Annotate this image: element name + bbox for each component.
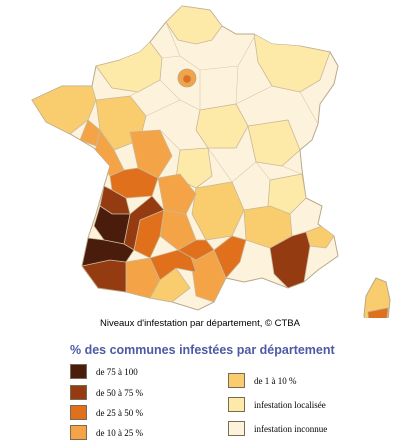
corsica-south bbox=[367, 307, 389, 318]
legend-swatch bbox=[70, 425, 87, 440]
region-var-vhigh bbox=[269, 231, 311, 289]
region-alps-localised bbox=[267, 173, 307, 215]
region-landes-extreme bbox=[81, 237, 135, 267]
region-brittany-low bbox=[32, 85, 97, 135]
legend-label: de 75 à 100 bbox=[96, 366, 138, 377]
region-east-localised bbox=[253, 33, 331, 93]
region-tarn-high bbox=[177, 239, 215, 261]
paris-center bbox=[182, 74, 192, 84]
region-loire-atl-mid bbox=[79, 119, 101, 147]
region-herault-high bbox=[213, 235, 247, 279]
legend-swatch bbox=[228, 421, 245, 436]
region-burgundy-localised bbox=[247, 119, 301, 167]
legend-item-1-10: de 1 à 10 % bbox=[228, 373, 297, 388]
legend-swatch bbox=[228, 397, 245, 412]
legend-label: de 1 à 10 % bbox=[254, 375, 297, 386]
legend-swatch bbox=[228, 373, 245, 388]
legend-item-75-100: de 75 à 100 bbox=[70, 364, 138, 379]
legend-label: de 50 à 75 % bbox=[96, 387, 143, 398]
corsica bbox=[363, 277, 391, 318]
legend-title: % des communes infestées par département bbox=[70, 343, 335, 357]
region-poitou-mid bbox=[129, 129, 173, 179]
legend-swatch bbox=[70, 364, 87, 379]
legend-label: de 25 à 50 % bbox=[96, 407, 143, 418]
legend-item-10-25: de 10 à 25 % bbox=[70, 425, 143, 440]
legend-item-50-75: de 50 à 75 % bbox=[70, 385, 143, 400]
legend-label: de 10 à 25 % bbox=[96, 427, 143, 438]
department-borders bbox=[129, 21, 319, 183]
map-caption: Niveaux d'infestation par département, ©… bbox=[100, 318, 300, 329]
legend-label: infestation localisée bbox=[254, 399, 326, 410]
legend-swatch bbox=[70, 385, 87, 400]
legend-item-inconnue: infestation inconnue bbox=[228, 421, 327, 436]
legend-item-localisee: infestation localisée bbox=[228, 397, 326, 412]
region-limousin-mid bbox=[157, 173, 197, 215]
france-infestation-map bbox=[31, 5, 391, 318]
legend-swatch bbox=[70, 405, 87, 420]
legend-label: infestation inconnue bbox=[254, 423, 328, 434]
legend-item-25-50: de 25 à 50 % bbox=[70, 405, 143, 420]
region-mid-localised bbox=[175, 147, 213, 189]
